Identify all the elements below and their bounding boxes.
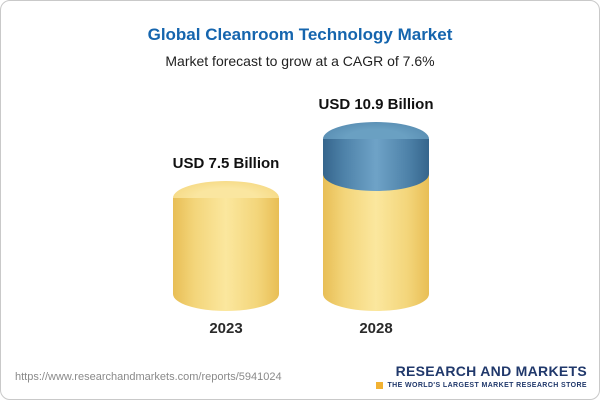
report-url[interactable]: https://www.researchandmarkets.com/repor… [15, 371, 282, 383]
cylinder-2028 [323, 122, 429, 311]
logo-wordmark: RESEARCH AND MARKETS [395, 363, 587, 379]
logo-tagline: THE WORLD'S LARGEST MARKET RESEARCH STOR… [376, 382, 587, 389]
cylinder-2028-growth-segment [323, 122, 429, 191]
cylinder-2023 [173, 181, 279, 311]
logo-tagline-text: THE WORLD'S LARGEST MARKET RESEARCH STOR… [387, 382, 587, 389]
bar-group-2028: USD 10.9 Billion 2028 [318, 96, 433, 337]
category-label-2023: 2023 [209, 320, 243, 337]
cylinder-2023-body [173, 198, 279, 311]
bar-group-2023: USD 7.5 Billion 2023 [172, 155, 280, 337]
value-label-2028: USD 10.9 Billion [318, 96, 434, 113]
chart-subtitle: Market forecast to grow at a CAGR of 7.6… [165, 53, 435, 69]
cylinder-2028-base-segment [323, 171, 429, 311]
logo: RESEARCH AND MARKETS THE WORLD'S LARGEST… [376, 363, 587, 389]
plot-area: USD 7.5 Billion 2023 USD 10.9 Billion 20… [1, 91, 599, 337]
cylinder-2028-growth-body [323, 139, 429, 191]
category-label-2028: 2028 [359, 320, 393, 337]
value-label-2023: USD 7.5 Billion [172, 155, 280, 172]
chart-title: Global Cleanroom Technology Market [147, 25, 453, 44]
logo-gold-square-icon [376, 382, 384, 389]
